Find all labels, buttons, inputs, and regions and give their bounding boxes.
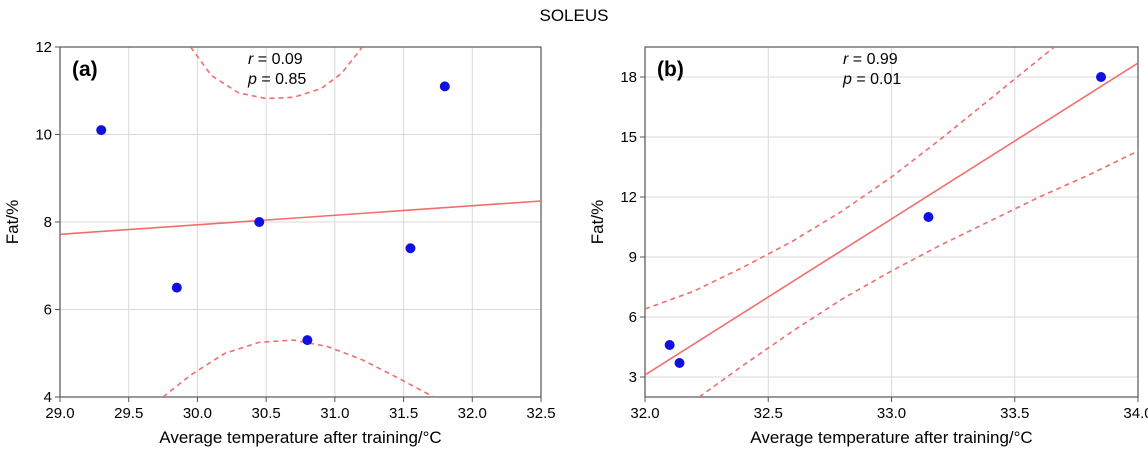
panel-label: (b) <box>657 58 684 81</box>
y-axis-label: Fat/% <box>588 200 607 244</box>
data-point <box>439 81 450 92</box>
x-tick-label: 32.5 <box>526 405 555 422</box>
y-tick-label: 10 <box>35 127 52 144</box>
y-tick-label: 6 <box>629 309 637 326</box>
regression-line <box>60 200 541 236</box>
data-point <box>405 243 416 254</box>
r-value: r = 0.09 <box>248 51 303 68</box>
panel-b-data <box>645 47 1138 397</box>
y-tick-label: 12 <box>620 189 637 206</box>
r-symbol: r <box>248 51 254 68</box>
r-value-text: = 0.09 <box>253 51 302 68</box>
confidence-band-lower <box>162 339 435 397</box>
r-value: r = 0.99 <box>843 51 898 68</box>
data-point <box>96 125 107 136</box>
y-tick-label: 12 <box>35 39 52 56</box>
x-tick-label: 29.5 <box>114 405 143 422</box>
y-tick-label: 8 <box>44 214 52 231</box>
x-tick-label: 30.5 <box>252 405 281 422</box>
data-point <box>923 212 934 222</box>
x-tick-label: 33.0 <box>877 405 906 422</box>
p-value: p = 0.85 <box>247 71 306 88</box>
y-tick-label: 9 <box>629 249 637 266</box>
data-point <box>664 340 675 350</box>
y-tick-label: 3 <box>629 369 637 386</box>
y-tick-label: 18 <box>620 69 637 86</box>
y-axis-label: Fat/% <box>3 200 22 244</box>
data-point <box>674 358 685 368</box>
panel-label: (a) <box>72 58 98 81</box>
data-point <box>302 335 313 346</box>
x-tick-label: 29.0 <box>45 405 74 422</box>
r-symbol: r <box>843 51 849 68</box>
x-tick-label: 33.5 <box>1000 405 1029 422</box>
y-tick-label: 6 <box>44 302 52 319</box>
confidence-band-upper <box>189 47 363 100</box>
data-point <box>1096 72 1107 82</box>
x-tick-label: 31.5 <box>389 405 418 422</box>
p-symbol: p <box>247 71 257 88</box>
x-axis-label: Average temperature after training/°C <box>159 428 441 447</box>
panel-a-data <box>60 47 541 397</box>
y-tick-label: 4 <box>44 389 52 406</box>
p-value: p = 0.01 <box>842 71 901 88</box>
x-tick-label: 31.0 <box>320 405 349 422</box>
x-tick-label: 30.0 <box>183 405 212 422</box>
panel-b: 32.0 32.5 33.0 33.5 34.0 3 6 9 12 15 18 Average tem… <box>588 46 1148 447</box>
p-value-text: = 0.01 <box>852 71 901 88</box>
x-tick-label: 32.0 <box>630 405 659 422</box>
figure-title: SOLEUS <box>539 6 609 25</box>
r-value-text: = 0.99 <box>848 51 897 68</box>
p-value-text: = 0.85 <box>257 71 306 88</box>
x-tick-label: 32.0 <box>458 405 487 422</box>
x-axis-label: Average temperature after training/°C <box>750 428 1032 447</box>
x-tick-label: 34.0 <box>1123 405 1148 422</box>
confidence-band-lower <box>698 150 1138 397</box>
data-point <box>171 282 182 293</box>
regression-line <box>645 62 1138 376</box>
panel-a: 29.0 29.5 30.0 30.5 31.0 31.5 32.0 32.5 4 6 8 10 12 A… <box>3 39 556 447</box>
y-tick-label: 15 <box>620 129 637 146</box>
x-tick-label: 32.5 <box>754 405 783 422</box>
p-symbol: p <box>842 71 852 88</box>
data-point <box>254 217 265 227</box>
